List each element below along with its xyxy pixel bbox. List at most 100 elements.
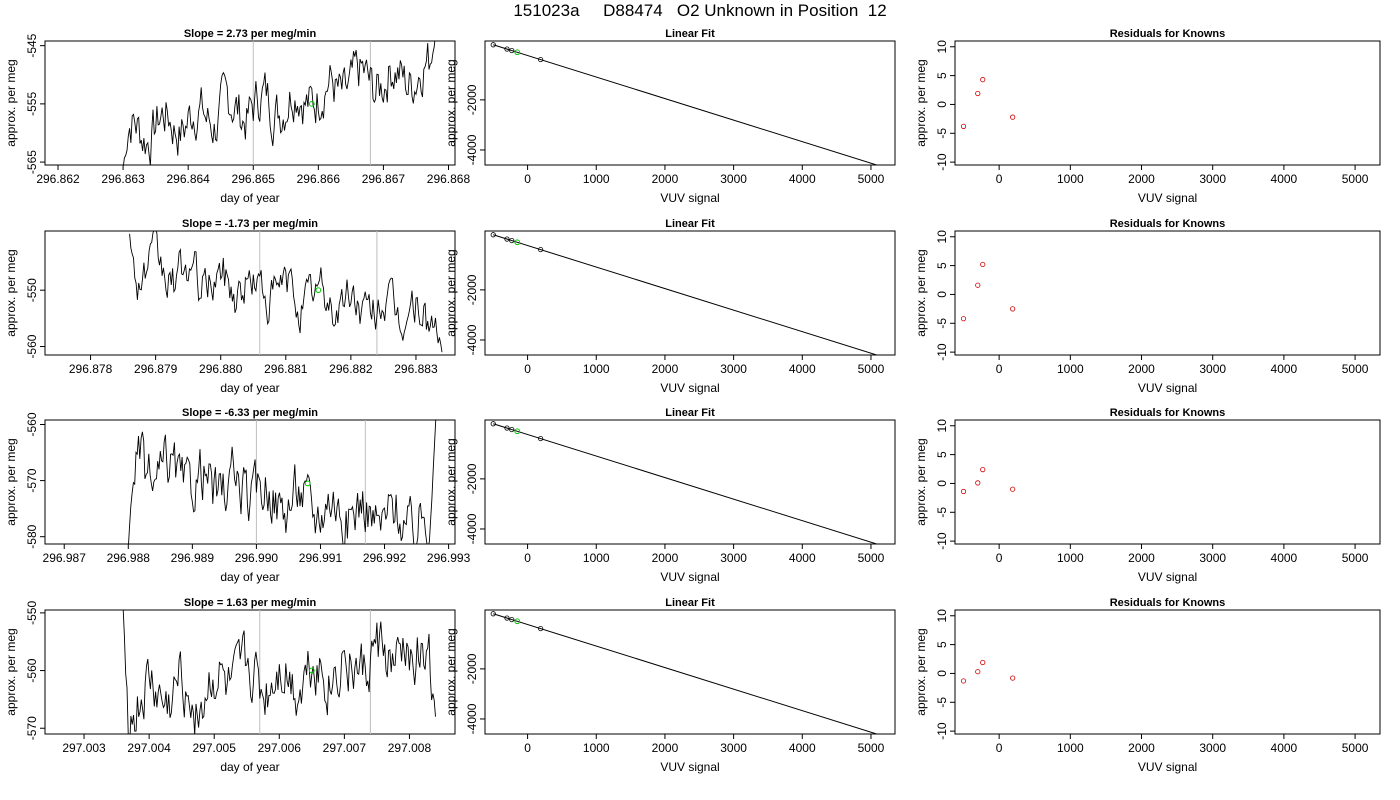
residual-point bbox=[1010, 675, 1016, 681]
y-axis-label: approx. per meg bbox=[4, 249, 18, 336]
x-tick-label: 297.004 bbox=[127, 741, 171, 755]
x-axis-label: day of year bbox=[220, 191, 279, 205]
y-tick-label: -4000 bbox=[465, 134, 479, 165]
y-tick-label: 5 bbox=[935, 72, 949, 79]
x-tick-label: 5000 bbox=[858, 362, 885, 376]
chart-10: Slope = 1.63 per meg/min 297.003 297.004 29… bbox=[4, 597, 456, 774]
chart-title: Residuals for Knowns bbox=[1110, 407, 1226, 419]
y-tick-label: 5 bbox=[935, 451, 949, 458]
x-tick-label: 2000 bbox=[652, 741, 679, 755]
x-tick-label: 4000 bbox=[789, 551, 816, 565]
x-tick-label: 2000 bbox=[652, 172, 679, 186]
x-tick-label: 297.003 bbox=[62, 741, 106, 755]
y-tick-label: -5 bbox=[935, 128, 949, 139]
x-tick-label: 296.990 bbox=[235, 551, 279, 565]
unknown-point bbox=[315, 287, 322, 294]
x-tick-label: 1000 bbox=[583, 172, 610, 186]
x-axis-label: VUV signal bbox=[1138, 381, 1197, 395]
y-tick-label: -560 bbox=[25, 334, 39, 358]
residual-point bbox=[980, 466, 986, 473]
page-title: 151023a D88474 O2 Unknown in Position 12 bbox=[513, 1, 887, 20]
chart-title: Residuals for Knowns bbox=[1110, 28, 1226, 40]
y-tick-label: -545 bbox=[25, 33, 39, 57]
x-tick-label: 297.007 bbox=[323, 741, 367, 755]
x-tick-label: 3000 bbox=[1199, 551, 1226, 565]
chart-6: Residuals for Knowns 0 1000 2000 3000 4000 500… bbox=[914, 218, 1381, 395]
x-tick-label: 4000 bbox=[789, 362, 816, 376]
chart-2: Linear Fit 0 1000 2000 3000 4000 5000 -2000 -400… bbox=[444, 28, 896, 205]
plot-frame bbox=[954, 609, 1381, 735]
residual-point bbox=[960, 316, 967, 322]
x-axis-label: day of year bbox=[220, 570, 279, 584]
fit-line bbox=[493, 234, 879, 355]
y-tick-label: -5 bbox=[935, 697, 949, 708]
x-tick-label: 4000 bbox=[789, 741, 816, 755]
x-tick-label: 296.867 bbox=[362, 172, 406, 186]
y-tick-label: 10 bbox=[935, 419, 949, 433]
plot-frame bbox=[484, 419, 896, 545]
x-tick-label: 1000 bbox=[1057, 172, 1084, 186]
unknown-point bbox=[308, 667, 315, 674]
x-tick-label: 4000 bbox=[789, 172, 816, 186]
x-axis-label: VUV signal bbox=[660, 381, 719, 395]
y-tick-label: -10 bbox=[935, 532, 949, 550]
y-axis-label: approx. per meg bbox=[4, 628, 18, 715]
plot-frame bbox=[484, 609, 896, 735]
fit-line bbox=[493, 44, 879, 165]
y-tick-label: -560 bbox=[25, 412, 39, 436]
plot-frame bbox=[954, 419, 1381, 545]
residual-point bbox=[980, 77, 986, 83]
known-point bbox=[509, 47, 515, 54]
x-tick-label: 1000 bbox=[1057, 362, 1084, 376]
chart-title: Slope = -6.33 per meg/min bbox=[182, 407, 318, 419]
plot-frame bbox=[954, 40, 1381, 166]
x-tick-label: 3000 bbox=[720, 172, 747, 186]
plot-frame bbox=[44, 230, 456, 356]
chart-11: Linear Fit 0 1000 2000 3000 4000 5000 -2000 -400… bbox=[444, 597, 896, 774]
y-tick-label: 0 bbox=[935, 670, 949, 677]
x-axis-label: VUV signal bbox=[660, 191, 719, 205]
x-tick-label: 1000 bbox=[583, 362, 610, 376]
residual-point bbox=[975, 480, 981, 486]
y-tick-label: 10 bbox=[935, 230, 949, 244]
y-axis-label: approx. per meg bbox=[444, 249, 458, 336]
chart-title: Linear Fit bbox=[665, 597, 715, 609]
chart-title: Slope = 2.73 per meg/min bbox=[184, 28, 317, 40]
x-tick-label: 296.864 bbox=[166, 172, 210, 186]
y-tick-label: 5 bbox=[935, 641, 949, 648]
known-point bbox=[538, 625, 544, 632]
known-point bbox=[490, 421, 496, 427]
x-tick-label: 296.880 bbox=[199, 362, 243, 376]
x-axis-label: day of year bbox=[220, 381, 279, 395]
x-tick-label: 0 bbox=[524, 551, 531, 565]
y-tick-label: -4000 bbox=[465, 513, 479, 544]
unknown-point bbox=[514, 618, 521, 625]
x-tick-label: 0 bbox=[524, 362, 531, 376]
chart-3: Residuals for Knowns 0 1000 2000 3000 4000 500… bbox=[914, 28, 1381, 205]
y-tick-label: -4000 bbox=[465, 703, 479, 734]
chart-9: Residuals for Knowns 0 1000 2000 3000 4000 500… bbox=[914, 407, 1381, 584]
x-tick-label: 3000 bbox=[1199, 172, 1226, 186]
x-tick-label: 3000 bbox=[720, 362, 747, 376]
known-point bbox=[509, 616, 515, 623]
residual-point bbox=[975, 282, 981, 288]
x-tick-label: 296.879 bbox=[134, 362, 178, 376]
known-point bbox=[509, 426, 515, 433]
plot-frame bbox=[484, 40, 896, 166]
y-tick-label: 0 bbox=[935, 291, 949, 298]
x-axis-label: VUV signal bbox=[1138, 760, 1197, 774]
x-tick-label: 5000 bbox=[1342, 741, 1369, 755]
chart-12: Residuals for Knowns 0 1000 2000 3000 4000 500… bbox=[914, 597, 1381, 774]
residual-point bbox=[1010, 306, 1016, 312]
x-tick-label: 297.005 bbox=[193, 741, 237, 755]
residual-point bbox=[975, 669, 981, 675]
y-axis-label: approx. per meg bbox=[914, 249, 928, 336]
unknown-point bbox=[308, 100, 315, 107]
fit-line bbox=[493, 613, 879, 734]
chart-1: Slope = 2.73 per meg/min 296.862 296.863 29… bbox=[4, 28, 470, 205]
plot-frame bbox=[44, 609, 456, 735]
y-tick-label: -565 bbox=[25, 150, 39, 174]
x-tick-label: 3000 bbox=[1199, 362, 1226, 376]
x-tick-label: 296.863 bbox=[101, 172, 145, 186]
